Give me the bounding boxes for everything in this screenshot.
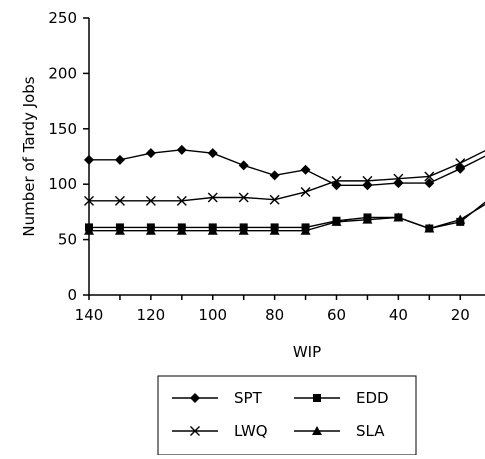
data-point-sla xyxy=(393,212,404,222)
data-point-spt xyxy=(238,160,249,171)
data-point-lwq xyxy=(362,175,373,186)
data-point-spt xyxy=(145,148,156,159)
x-tick-label: 20 xyxy=(451,306,470,324)
y-tick-label: 250 xyxy=(48,9,77,27)
x-tick-label: 100 xyxy=(198,306,227,324)
y-tick-label: 100 xyxy=(48,175,77,193)
data-point-spt xyxy=(207,148,218,159)
data-point-lwq xyxy=(207,192,218,203)
y-tick-label: 0 xyxy=(67,286,77,304)
x-axis-title: WIP xyxy=(293,343,321,361)
series-line-sla xyxy=(89,203,485,232)
y-axis-title: Number of Tardy Jobs xyxy=(20,76,38,236)
data-point-sla xyxy=(455,214,466,224)
data-point-spt xyxy=(300,164,311,175)
y-tick-label: 150 xyxy=(48,120,77,138)
data-point-spt xyxy=(84,154,94,165)
data-point-sla xyxy=(84,225,94,235)
legend-marker-edd xyxy=(313,394,321,402)
x-tick-label: 120 xyxy=(137,306,166,324)
data-point-lwq xyxy=(269,194,280,205)
legend-marker-lwq xyxy=(190,426,200,436)
series-line-lwq xyxy=(89,149,485,202)
data-point-sla xyxy=(114,225,125,235)
data-point-spt xyxy=(114,154,125,165)
x-tick-label: 40 xyxy=(389,306,408,324)
data-point-sla xyxy=(269,225,280,235)
data-point-lwq xyxy=(424,171,435,182)
data-point-lwq xyxy=(300,186,311,197)
legend-label-edd: EDD xyxy=(356,389,389,407)
legend-label-lwq: LWQ xyxy=(234,422,268,440)
data-point-spt xyxy=(424,178,435,189)
data-point-sla xyxy=(424,223,435,233)
y-tick-label: 50 xyxy=(58,231,77,249)
legend-label-spt: SPT xyxy=(234,389,263,407)
y-tick-label: 200 xyxy=(48,64,77,82)
data-point-lwq xyxy=(84,195,94,206)
legend-marker-spt xyxy=(190,393,200,403)
data-point-sla xyxy=(207,225,218,235)
legend-box xyxy=(157,375,417,456)
data-point-lwq xyxy=(238,192,249,203)
data-point-sla xyxy=(145,225,156,235)
data-point-sla xyxy=(176,225,187,235)
x-tick-label: 140 xyxy=(75,306,104,324)
x-tick-label: 60 xyxy=(327,306,346,324)
data-point-spt xyxy=(176,144,187,155)
data-point-lwq xyxy=(145,195,156,206)
data-point-lwq xyxy=(114,195,125,206)
series-line-spt xyxy=(89,149,485,187)
data-point-sla xyxy=(362,214,373,224)
data-point-sla xyxy=(238,225,249,235)
data-point-sla xyxy=(300,225,311,235)
x-tick-label: 80 xyxy=(265,306,284,324)
legend-marker-sla xyxy=(312,426,322,435)
data-point-lwq xyxy=(455,158,466,169)
data-point-lwq xyxy=(176,195,187,206)
data-point-sla xyxy=(331,216,342,226)
legend-label-sla: SLA xyxy=(356,422,385,440)
data-point-spt xyxy=(269,170,280,181)
data-point-lwq xyxy=(331,175,342,186)
data-point-lwq xyxy=(393,173,404,184)
